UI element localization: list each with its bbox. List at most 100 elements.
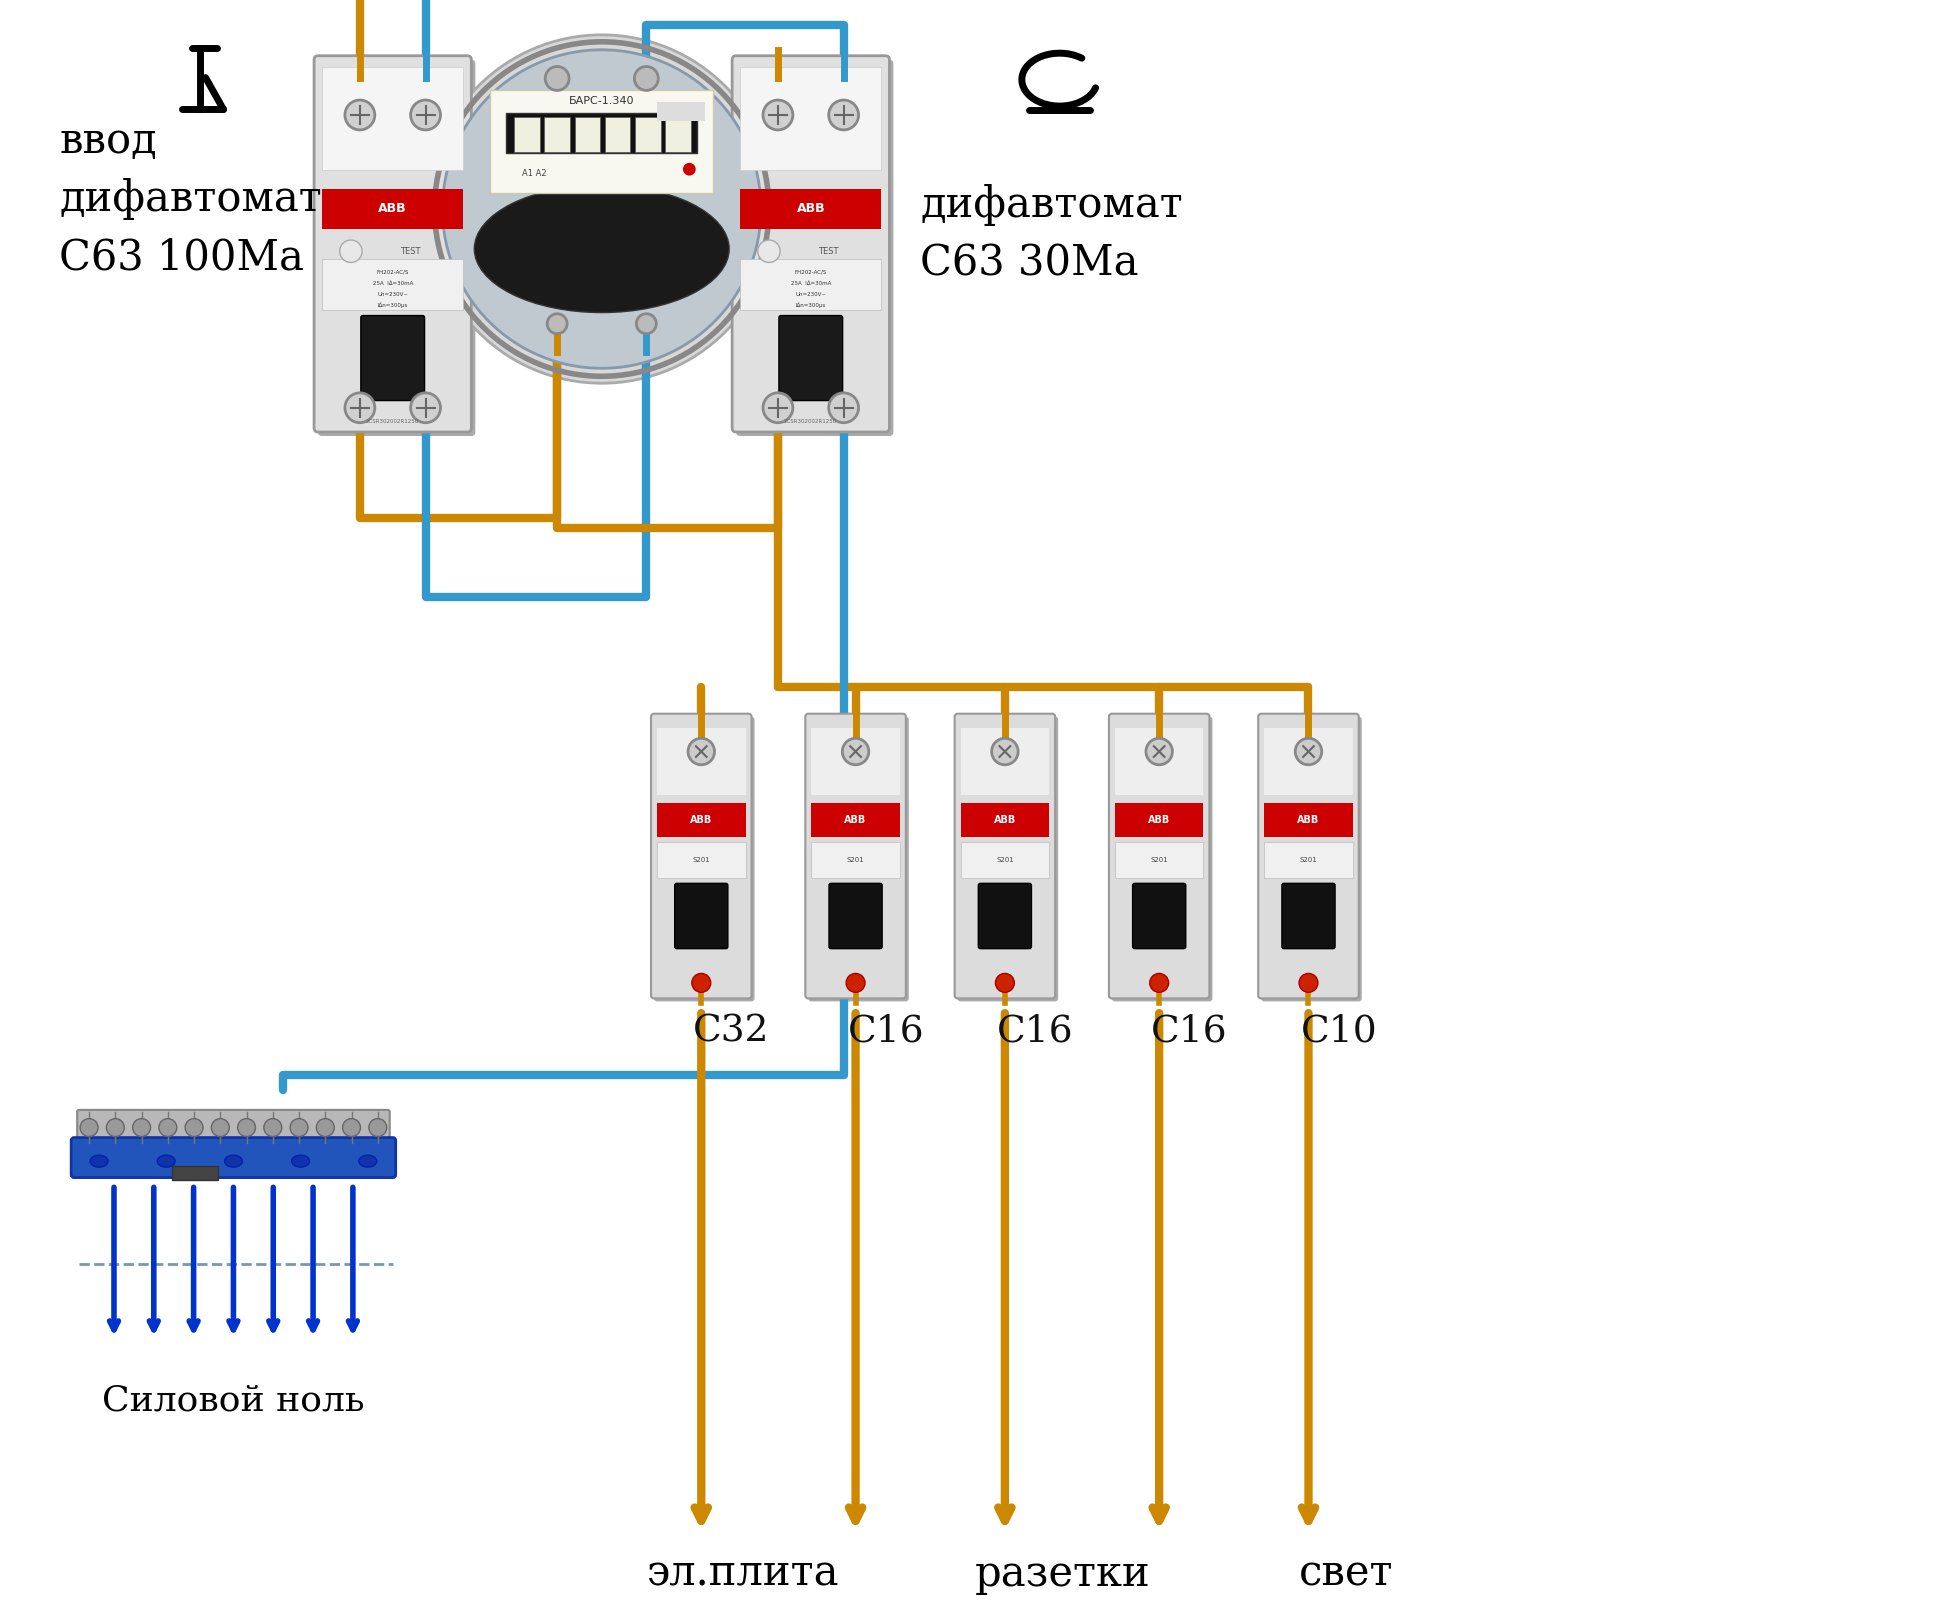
FancyBboxPatch shape (1109, 714, 1209, 998)
FancyBboxPatch shape (829, 883, 882, 949)
FancyBboxPatch shape (1281, 883, 1336, 949)
FancyBboxPatch shape (737, 59, 893, 437)
Circle shape (762, 393, 793, 422)
Text: С32: С32 (693, 1013, 770, 1050)
Text: FH202-AC/S: FH202-AC/S (376, 270, 409, 274)
Bar (490, 90, 713, 193)
FancyBboxPatch shape (958, 717, 1058, 1002)
Circle shape (1299, 973, 1318, 992)
Circle shape (1146, 738, 1171, 764)
Bar (321, 67, 464, 170)
Circle shape (133, 1119, 151, 1136)
Bar (545, 117, 570, 152)
Circle shape (684, 162, 695, 175)
Ellipse shape (225, 1156, 243, 1167)
Text: 25A  I∆=30mA: 25A I∆=30mA (791, 281, 831, 286)
Bar (321, 258, 464, 310)
Bar (1115, 727, 1203, 794)
Text: С10: С10 (1301, 1013, 1377, 1050)
Text: Un=230V~: Un=230V~ (795, 292, 827, 297)
Text: С16: С16 (848, 1013, 925, 1050)
Bar (811, 843, 899, 878)
FancyBboxPatch shape (76, 1111, 390, 1146)
FancyBboxPatch shape (1113, 717, 1213, 1002)
Bar (605, 117, 631, 152)
Circle shape (184, 1119, 204, 1136)
Text: ввод
дифавтомат
С63 100Ма: ввод дифавтомат С63 100Ма (59, 120, 321, 279)
FancyBboxPatch shape (805, 714, 905, 998)
Circle shape (368, 1119, 386, 1136)
Bar (172, 1167, 217, 1180)
Text: ABB: ABB (378, 202, 407, 215)
Circle shape (829, 393, 858, 422)
Text: ABB: ABB (797, 202, 825, 215)
Text: S201: S201 (1150, 857, 1168, 863)
Circle shape (159, 1119, 176, 1136)
FancyBboxPatch shape (674, 883, 729, 949)
FancyBboxPatch shape (954, 714, 1056, 998)
Text: С16: С16 (1152, 1013, 1228, 1050)
Bar (741, 189, 882, 230)
FancyBboxPatch shape (360, 316, 425, 401)
Text: БАРС-1.340: БАРС-1.340 (568, 96, 635, 106)
Text: 25A  I∆=30mA: 25A I∆=30mA (372, 281, 413, 286)
Ellipse shape (90, 1156, 108, 1167)
Bar (656, 727, 746, 794)
Bar (321, 189, 464, 230)
Circle shape (991, 738, 1019, 764)
Circle shape (842, 738, 868, 764)
Text: S201: S201 (846, 857, 864, 863)
Ellipse shape (157, 1156, 174, 1167)
Circle shape (1295, 738, 1322, 764)
Bar (960, 843, 1050, 878)
Text: I∆n=300μs: I∆n=300μs (795, 303, 827, 308)
Text: разетки: разетки (976, 1554, 1150, 1595)
Circle shape (315, 1119, 335, 1136)
Circle shape (345, 100, 374, 130)
Text: TEST: TEST (400, 247, 421, 255)
FancyBboxPatch shape (71, 1138, 396, 1178)
Bar (658, 103, 705, 122)
Text: дифавтомат
С63 30Ма: дифавтомат С63 30Ма (921, 183, 1183, 284)
FancyBboxPatch shape (317, 59, 476, 437)
Circle shape (688, 738, 715, 764)
Circle shape (758, 241, 780, 263)
Circle shape (237, 1119, 255, 1136)
Circle shape (339, 241, 362, 263)
Bar (960, 727, 1050, 794)
Text: 2CSR302002R1250: 2CSR302002R1250 (784, 419, 836, 424)
Text: S201: S201 (692, 857, 711, 863)
FancyBboxPatch shape (313, 56, 472, 432)
Circle shape (343, 1119, 360, 1136)
Circle shape (846, 973, 866, 992)
Bar (1264, 843, 1354, 878)
Circle shape (637, 313, 656, 334)
Bar (666, 117, 692, 152)
Circle shape (762, 100, 793, 130)
Bar (1115, 843, 1203, 878)
Text: TEST: TEST (819, 247, 838, 255)
Text: S201: S201 (995, 857, 1013, 863)
Circle shape (345, 393, 374, 422)
Circle shape (427, 35, 776, 384)
Text: 2CSR302002R1250: 2CSR302002R1250 (366, 419, 419, 424)
Bar (505, 114, 697, 154)
FancyBboxPatch shape (1132, 883, 1185, 949)
Bar (811, 802, 899, 836)
Text: Un=230V~: Un=230V~ (378, 292, 407, 297)
Ellipse shape (474, 185, 729, 313)
Circle shape (635, 66, 658, 90)
Circle shape (829, 100, 858, 130)
Bar (1264, 727, 1354, 794)
Bar (960, 802, 1050, 836)
FancyBboxPatch shape (780, 316, 842, 401)
Bar (741, 67, 882, 170)
Bar (574, 117, 599, 152)
Ellipse shape (358, 1156, 376, 1167)
Text: I∆n=300μs: I∆n=300μs (378, 303, 407, 308)
Circle shape (547, 313, 566, 334)
Circle shape (411, 100, 441, 130)
Bar (1115, 802, 1203, 836)
Circle shape (264, 1119, 282, 1136)
Ellipse shape (292, 1156, 310, 1167)
